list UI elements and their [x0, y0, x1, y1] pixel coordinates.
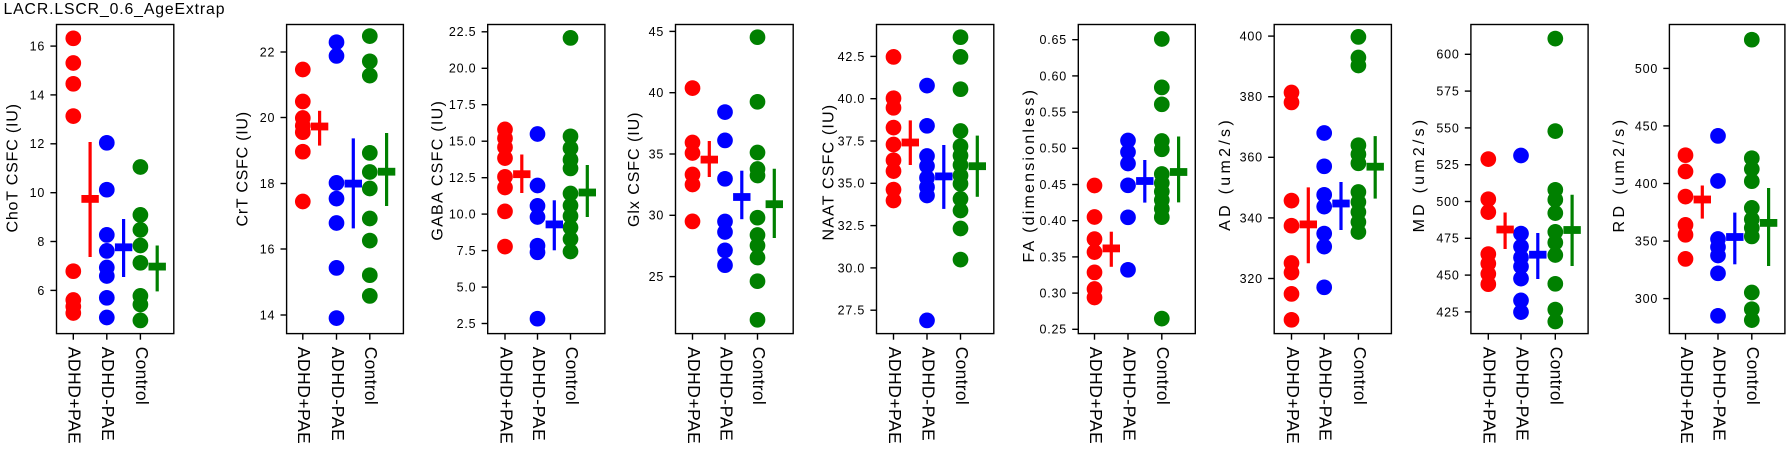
svg-text:14: 14: [30, 88, 46, 102]
svg-text:12: 12: [30, 137, 46, 151]
svg-text:Control: Control: [1350, 347, 1370, 405]
svg-text:450: 450: [1635, 119, 1658, 133]
svg-text:32.5: 32.5: [838, 219, 866, 233]
svg-text:0.40: 0.40: [1039, 214, 1067, 228]
svg-text:ADHD-PAE: ADHD-PAE: [716, 347, 736, 441]
svg-text:18: 18: [260, 177, 276, 191]
svg-text:ADHD-PAE: ADHD-PAE: [328, 347, 348, 441]
svg-text:30.0: 30.0: [838, 261, 866, 275]
svg-text:0.55: 0.55: [1039, 106, 1067, 120]
svg-text:ADHD-PAE: ADHD-PAE: [1512, 347, 1532, 441]
svg-text:30: 30: [649, 209, 665, 223]
svg-text:400: 400: [1240, 30, 1263, 44]
svg-text:GABA CSFC (IU): GABA CSFC (IU): [430, 101, 447, 241]
svg-text:16: 16: [260, 242, 276, 256]
svg-text:MD (um2/s): MD (um2/s): [1411, 120, 1428, 233]
svg-text:40.0: 40.0: [838, 92, 866, 106]
svg-text:ADHD+PAE: ADHD+PAE: [1677, 347, 1697, 444]
svg-text:6: 6: [37, 284, 45, 298]
svg-text:ChoT CSFC (IU): ChoT CSFC (IU): [5, 104, 22, 233]
svg-text:ADHD-PAE: ADHD-PAE: [1709, 347, 1729, 441]
svg-text:LACR.LSCR_0.6_AgeExtrap: LACR.LSCR_0.6_AgeExtrap: [4, 1, 225, 18]
svg-text:FA (dimensionless): FA (dimensionless): [1021, 90, 1038, 262]
svg-text:Control: Control: [1743, 347, 1763, 405]
svg-text:Control: Control: [132, 347, 152, 405]
svg-text:0.30: 0.30: [1039, 287, 1067, 301]
svg-text:ADHD+PAE: ADHD+PAE: [65, 347, 85, 444]
svg-text:Control: Control: [562, 347, 582, 405]
svg-text:ADHD+PAE: ADHD+PAE: [684, 347, 704, 444]
svg-text:0.60: 0.60: [1039, 69, 1067, 83]
svg-text:Control: Control: [1153, 347, 1173, 405]
svg-text:15.0: 15.0: [449, 135, 477, 149]
svg-text:40: 40: [649, 86, 665, 100]
svg-text:35: 35: [649, 147, 665, 161]
svg-text:450: 450: [1436, 269, 1459, 283]
svg-text:37.5: 37.5: [838, 134, 866, 148]
svg-text:45: 45: [649, 25, 665, 39]
svg-text:500: 500: [1436, 195, 1459, 209]
svg-text:0.50: 0.50: [1039, 142, 1067, 156]
svg-text:NAAT CSFC (IU): NAAT CSFC (IU): [821, 105, 838, 241]
svg-text:2.5: 2.5: [457, 317, 477, 331]
svg-text:20.0: 20.0: [449, 62, 477, 76]
svg-text:12.5: 12.5: [449, 171, 477, 185]
svg-text:400: 400: [1635, 177, 1658, 191]
svg-text:16: 16: [30, 40, 46, 54]
svg-text:Control: Control: [749, 347, 769, 405]
svg-text:0.25: 0.25: [1039, 323, 1067, 337]
svg-text:22: 22: [260, 45, 276, 59]
svg-text:600: 600: [1436, 48, 1459, 62]
svg-text:ADHD+PAE: ADHD+PAE: [1086, 347, 1106, 444]
svg-text:425: 425: [1436, 305, 1459, 319]
svg-text:ADHD-PAE: ADHD-PAE: [529, 347, 549, 441]
svg-text:5.0: 5.0: [457, 281, 477, 295]
svg-text:525: 525: [1436, 158, 1459, 172]
svg-text:320: 320: [1240, 272, 1263, 286]
svg-text:7.5: 7.5: [457, 244, 477, 258]
svg-text:ADHD+PAE: ADHD+PAE: [1283, 347, 1303, 444]
svg-text:27.5: 27.5: [838, 304, 866, 318]
svg-text:20: 20: [260, 111, 276, 125]
svg-text:8: 8: [37, 235, 45, 249]
svg-text:0.45: 0.45: [1039, 178, 1067, 192]
svg-text:ADHD-PAE: ADHD-PAE: [918, 347, 938, 441]
svg-text:25: 25: [649, 270, 665, 284]
svg-text:ADHD-PAE: ADHD-PAE: [1316, 347, 1336, 441]
svg-text:ADHD+PAE: ADHD+PAE: [294, 347, 314, 444]
svg-text:10.0: 10.0: [449, 208, 477, 222]
svg-text:ADHD-PAE: ADHD-PAE: [1119, 347, 1139, 441]
svg-text:ADHD-PAE: ADHD-PAE: [98, 347, 118, 441]
svg-text:ADHD+PAE: ADHD+PAE: [496, 347, 516, 444]
svg-text:Glx CSFC (IU): Glx CSFC (IU): [626, 113, 643, 228]
svg-text:380: 380: [1240, 90, 1263, 104]
svg-text:ADHD+PAE: ADHD+PAE: [1480, 347, 1500, 444]
svg-text:Control: Control: [361, 347, 381, 405]
svg-text:340: 340: [1240, 211, 1263, 225]
svg-text:Control: Control: [952, 347, 972, 405]
svg-text:42.5: 42.5: [838, 50, 866, 64]
svg-text:575: 575: [1436, 85, 1459, 99]
svg-text:360: 360: [1240, 151, 1263, 165]
svg-text:350: 350: [1635, 235, 1658, 249]
svg-text:CrT CSFC (IU): CrT CSFC (IU): [235, 112, 252, 227]
svg-text:14: 14: [260, 308, 276, 322]
svg-text:Control: Control: [1547, 347, 1567, 405]
svg-text:550: 550: [1436, 121, 1459, 135]
svg-text:35.0: 35.0: [838, 177, 866, 191]
svg-text:475: 475: [1436, 232, 1459, 246]
svg-text:ADHD+PAE: ADHD+PAE: [885, 347, 905, 444]
svg-text:17.5: 17.5: [449, 98, 477, 112]
svg-text:0.65: 0.65: [1039, 33, 1067, 47]
svg-text:22.5: 22.5: [449, 25, 477, 39]
svg-text:500: 500: [1635, 62, 1658, 76]
svg-text:300: 300: [1635, 292, 1658, 306]
svg-text:0.35: 0.35: [1039, 250, 1067, 264]
svg-text:10: 10: [30, 186, 46, 200]
